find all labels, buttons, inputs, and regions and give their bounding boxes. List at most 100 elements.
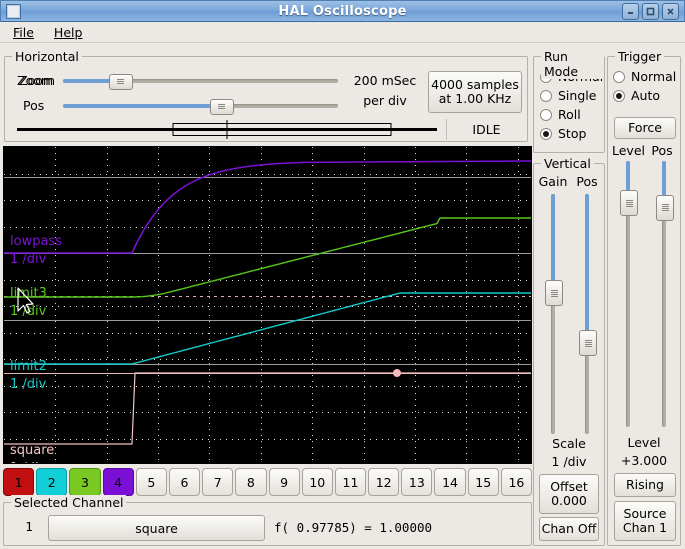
vertical-pos-slider[interactable] <box>579 194 597 434</box>
run-mode-option-single[interactable]: Single <box>540 86 604 105</box>
channel-button-label: 6 <box>180 474 189 490</box>
scope-display[interactable]: lowpass 1 /div limit3 1 /div limit2 1 /div squ… <box>3 146 532 464</box>
title-bar: HAL Oscilloscope <box>0 0 685 22</box>
hpos-slider-thumb[interactable] <box>209 99 234 115</box>
channel-off-button[interactable]: Chan Off <box>539 517 599 541</box>
vertical-pos-thumb[interactable] <box>579 330 597 357</box>
timebase-unit: per div <box>363 93 407 108</box>
selected-channel-number: 1 <box>25 519 33 534</box>
channel-button-8[interactable]: 8 <box>235 468 267 496</box>
vertical-gain-track <box>551 194 555 434</box>
trigger-level-slider[interactable] <box>620 161 638 427</box>
channel-button-label: 15 <box>475 474 492 490</box>
run-state-label: IDLE <box>446 119 526 140</box>
force-trigger-label: Force <box>628 119 662 135</box>
channel-button-6[interactable]: 6 <box>168 468 201 496</box>
channel-button-label: 4 <box>114 474 123 490</box>
zoom-slider-thumb[interactable] <box>108 74 133 90</box>
horizontal-panel: Horizontal Zoom Zoom Pos 200 mSec per di… <box>4 49 528 142</box>
trigger-pos-slider[interactable] <box>656 161 674 427</box>
channel-button-14[interactable]: 14 <box>434 468 466 496</box>
channel-button-label: 16 <box>508 474 525 490</box>
run-mode-title: Run Mode <box>541 49 604 79</box>
trigger-source-line2: Chan 1 <box>622 520 668 535</box>
minimize-button[interactable] <box>622 2 639 20</box>
channel-button-11[interactable]: 11 <box>334 468 367 496</box>
channel-button-2[interactable]: 2 <box>36 468 68 496</box>
trace-scale-limit3: 1 /div <box>10 304 47 319</box>
channel-button-3[interactable]: 3 <box>69 468 101 496</box>
vertical-offset-label: Offset <box>550 478 588 494</box>
record-strip[interactable] <box>9 119 446 140</box>
trigger-edge-button[interactable]: Rising <box>614 473 676 497</box>
trigger-level-slider-label: Level <box>612 143 645 158</box>
menu-help[interactable]: Help <box>51 24 86 41</box>
channel-button-15[interactable]: 15 <box>467 468 499 496</box>
run-mode-panel: Run Mode NormalSingleRollStop <box>533 49 605 153</box>
channel-button-13[interactable]: 13 <box>401 468 433 496</box>
run-mode-option-label: Single <box>558 88 597 103</box>
radio-indicator <box>540 127 552 140</box>
selected-channel-title: Selected Channel <box>11 495 127 510</box>
channel-button-label: 2 <box>47 474 56 490</box>
run-mode-option-roll[interactable]: Roll <box>540 105 604 124</box>
trigger-pos-fill <box>662 161 666 207</box>
vertical-panel-title: Vertical <box>541 156 594 171</box>
vertical-pos-label: Pos <box>576 174 598 189</box>
channel-button-10[interactable]: 10 <box>301 468 333 496</box>
trigger-option-normal[interactable]: Normal <box>613 67 680 86</box>
selected-channel-signal-button[interactable]: square <box>48 515 265 541</box>
zoom-slider[interactable] <box>63 74 338 90</box>
trace-scale-square: 1 /div <box>10 461 47 464</box>
run-mode-option-label: Stop <box>558 126 587 141</box>
window-title: HAL Oscilloscope <box>278 3 407 19</box>
trigger-panel: Trigger Normal Auto Force Level Pos Level… <box>607 49 681 546</box>
channel-button-12[interactable]: 12 <box>368 468 400 496</box>
trigger-level-fill <box>626 161 630 203</box>
channel-button-7[interactable]: 7 <box>202 468 234 496</box>
channel-button-row: 1 2 3 4 5 6 7 8 9 10 11 12 13 14 15 16 <box>3 468 532 496</box>
channel-button-label: 8 <box>246 474 255 490</box>
run-mode-option-stop[interactable]: Stop <box>540 124 604 143</box>
trace-scale-limit2: 1 /div <box>10 377 47 392</box>
channel-button-label: 12 <box>375 474 392 490</box>
close-button[interactable] <box>662 2 679 20</box>
window-icon <box>6 3 21 19</box>
selected-channel-panel: Selected Channel 1 square f( 0.97785) = … <box>3 495 532 546</box>
vertical-scale-value: 1 /div <box>551 454 587 469</box>
selected-channel-signal-label: square <box>135 520 178 536</box>
vertical-gain-fill <box>551 194 555 293</box>
channel-button-9[interactable]: 9 <box>268 468 300 496</box>
channel-button-5[interactable]: 5 <box>135 468 167 496</box>
radio-indicator <box>613 70 625 83</box>
channel-button-label: 14 <box>442 474 458 490</box>
maximize-button[interactable] <box>642 2 659 20</box>
radio-indicator <box>613 89 625 102</box>
vertical-gain-slider[interactable] <box>545 194 563 434</box>
vertical-pos-fill <box>585 194 589 343</box>
trace-scale-lowpass: 1 /div <box>10 252 47 267</box>
sample-rate-line2: at 1.00 KHz <box>438 91 512 106</box>
channel-button-16[interactable]: 16 <box>500 468 532 496</box>
trigger-option-auto[interactable]: Auto <box>613 86 680 105</box>
vertical-gain-thumb[interactable] <box>545 280 563 307</box>
force-trigger-button[interactable]: Force <box>614 117 676 139</box>
sample-rate-button[interactable]: 4000 samples at 1.00 KHz <box>428 71 522 113</box>
channel-button-1[interactable]: 1 <box>3 468 35 496</box>
trigger-level-track <box>626 161 630 427</box>
channel-button-4[interactable]: 4 <box>102 468 134 496</box>
trace-label-limit2: limit2 <box>10 359 47 374</box>
hpos-slider[interactable] <box>63 99 338 115</box>
sample-rate-line1: 4000 samples <box>431 76 519 92</box>
channel-button-label: 3 <box>80 474 89 490</box>
vertical-offset-button[interactable]: Offset 0.000 <box>539 474 599 514</box>
mouse-cursor-icon <box>17 287 34 314</box>
trigger-source-line1: Source <box>623 505 667 521</box>
trigger-source-button[interactable]: Source Chan 1 <box>614 501 676 541</box>
trigger-pos-thumb[interactable] <box>656 194 674 221</box>
menu-file[interactable]: File <box>10 24 37 41</box>
zoom-text: Zoom <box>19 73 56 88</box>
trigger-level-thumb[interactable] <box>620 190 638 217</box>
zoom-slider-fill <box>63 79 120 83</box>
trace-label-square: square <box>10 443 54 458</box>
